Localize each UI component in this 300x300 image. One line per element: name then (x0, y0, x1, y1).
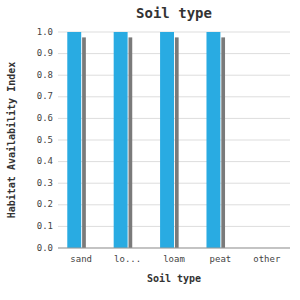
y-tick-label: 0.9 (37, 48, 53, 58)
y-tick-label: 0.8 (37, 70, 53, 80)
y-tick-label: 0.1 (37, 221, 53, 231)
shadow-bar (221, 37, 225, 248)
grid-line (58, 248, 290, 249)
bars (67, 32, 225, 248)
shadow-bar (175, 37, 179, 248)
title: Soil type (136, 5, 212, 21)
y-tick-label: 0.7 (37, 91, 53, 101)
shadow-bar (82, 37, 86, 248)
x-tick-label: lo... (114, 254, 141, 264)
y-tick-label: 0.5 (37, 135, 53, 145)
x-tick-label: other (253, 254, 281, 264)
y-tick-label: 0.2 (37, 199, 53, 209)
x-tick-label: sand (70, 254, 92, 264)
main-bar (67, 32, 81, 248)
y-tick-label: 0.0 (37, 243, 53, 253)
chart: 0.0 0.1 0.2 0.3 0.4 0.5 0.6 0.7 0.8 0.9 1.0 sand lo.… (0, 0, 300, 300)
x-tick-label: peat (210, 254, 232, 264)
y-grid (58, 32, 290, 248)
main-bar (114, 32, 128, 248)
main-bar (206, 32, 220, 248)
y-tick-label: 0.4 (37, 156, 53, 166)
y-axis-label: Habitat Availability Index (6, 62, 17, 219)
x-axis-line (58, 248, 290, 249)
y-tick-label: 0.3 (37, 178, 53, 188)
x-tick-label: loam (163, 254, 185, 264)
y-tick-label: 0.6 (37, 113, 53, 123)
x-axis-label: Soil type (147, 273, 201, 284)
y-tick-label: 1.0 (37, 27, 53, 37)
main-bar (160, 32, 174, 248)
shadow-bar (129, 37, 133, 248)
